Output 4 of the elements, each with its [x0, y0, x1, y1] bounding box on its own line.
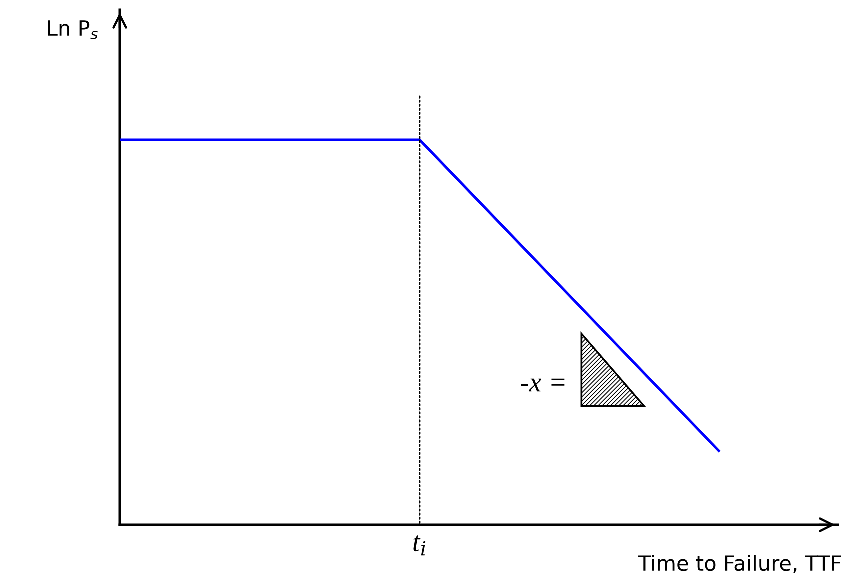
annotation: -x = — [521, 378, 565, 392]
y-axis-title: Ln P$_{s}$ — [48, 20, 98, 40]
text: t$_{i}$ — [414, 536, 426, 556]
x-axis-title: Time to Failure, TTF — [638, 555, 842, 574]
